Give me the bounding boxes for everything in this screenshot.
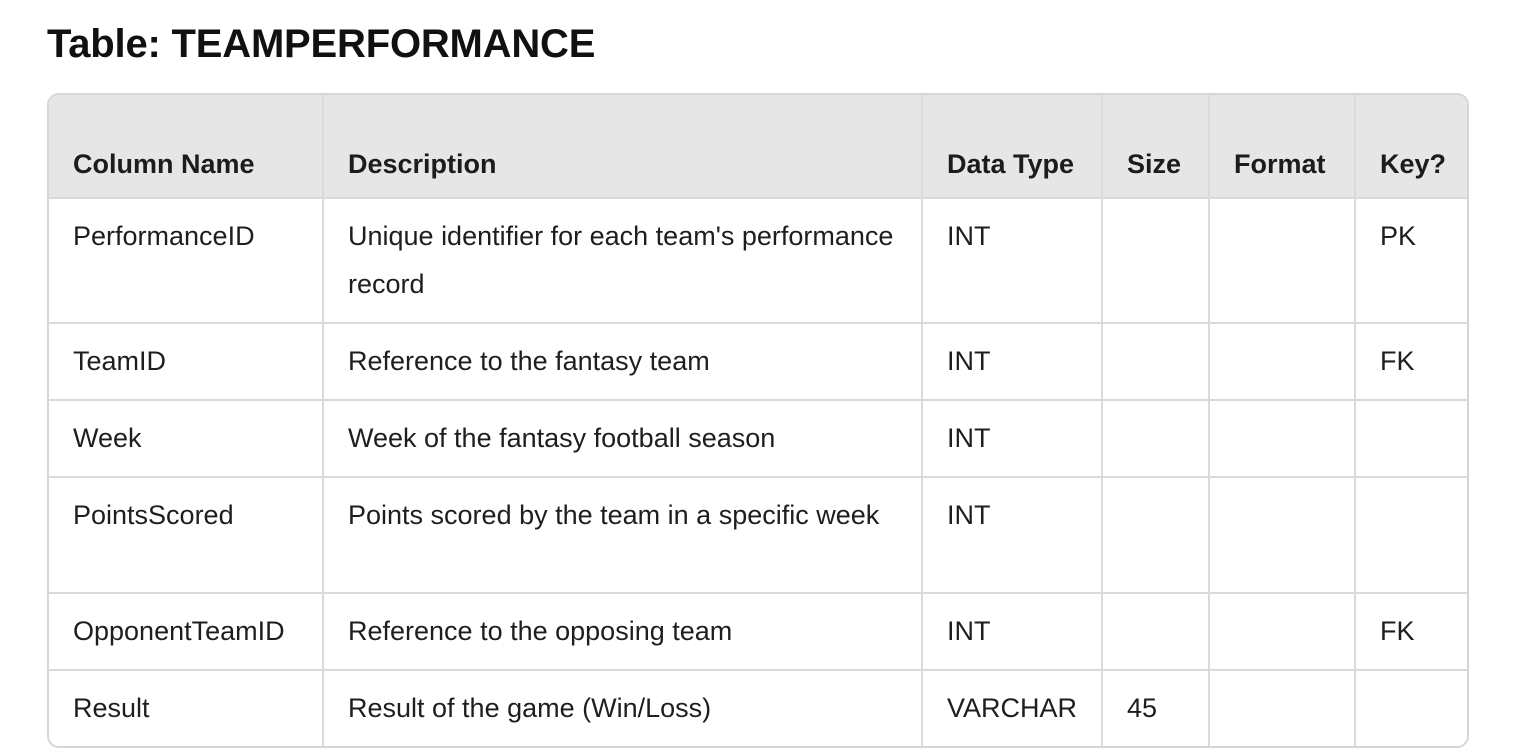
cell-data-type: INT xyxy=(922,477,1103,594)
table-body: PerformanceID Unique identifier for each… xyxy=(49,198,1467,746)
header-size: Size xyxy=(1102,95,1210,199)
cell-format xyxy=(1209,400,1356,478)
cell-column-name: OpponentTeamID xyxy=(49,593,324,671)
table-row: PointsScored Points scored by the team i… xyxy=(49,477,1467,594)
cell-size xyxy=(1102,477,1210,594)
cell-description: Reference to the fantasy team xyxy=(323,323,923,401)
cell-data-type: VARCHAR xyxy=(922,670,1103,746)
cell-column-name: Week xyxy=(49,400,324,478)
cell-size: 45 xyxy=(1102,670,1210,746)
cell-key xyxy=(1355,670,1467,746)
cell-description: Week of the fantasy football season xyxy=(323,400,923,478)
table-row: Result Result of the game (Win/Loss) VAR… xyxy=(49,670,1467,746)
schema-table: Column Name Description Data Type Size F… xyxy=(49,95,1467,746)
table-row: PerformanceID Unique identifier for each… xyxy=(49,198,1467,324)
cell-key: PK xyxy=(1355,198,1467,324)
header-format: Format xyxy=(1209,95,1356,199)
table-row: TeamID Reference to the fantasy team INT… xyxy=(49,323,1467,401)
cell-format xyxy=(1209,477,1356,594)
cell-key xyxy=(1355,477,1467,594)
schema-table-container: Column Name Description Data Type Size F… xyxy=(47,93,1469,748)
cell-size xyxy=(1102,400,1210,478)
cell-data-type: INT xyxy=(922,400,1103,478)
cell-data-type: INT xyxy=(922,198,1103,324)
header-key: Key? xyxy=(1355,95,1467,199)
cell-format xyxy=(1209,593,1356,671)
cell-format xyxy=(1209,198,1356,324)
cell-data-type: INT xyxy=(922,593,1103,671)
cell-column-name: TeamID xyxy=(49,323,324,401)
cell-format xyxy=(1209,323,1356,401)
header-column-name: Column Name xyxy=(49,95,324,199)
cell-data-type: INT xyxy=(922,323,1103,401)
cell-key: FK xyxy=(1355,323,1467,401)
table-row: Week Week of the fantasy football season… xyxy=(49,400,1467,478)
cell-description: Result of the game (Win/Loss) xyxy=(323,670,923,746)
page-title: Table: TEAMPERFORMANCE xyxy=(47,22,596,66)
header-data-type: Data Type xyxy=(922,95,1103,199)
table-header: Column Name Description Data Type Size F… xyxy=(49,95,1467,199)
cell-column-name: PerformanceID xyxy=(49,198,324,324)
table-row: OpponentTeamID Reference to the opposing… xyxy=(49,593,1467,671)
cell-format xyxy=(1209,670,1356,746)
header-description: Description xyxy=(323,95,923,199)
cell-description: Reference to the opposing team xyxy=(323,593,923,671)
cell-description: Unique identifier for each team's perfor… xyxy=(323,198,923,324)
cell-size xyxy=(1102,593,1210,671)
cell-column-name: Result xyxy=(49,670,324,746)
cell-column-name: PointsScored xyxy=(49,477,324,594)
cell-description: Points scored by the team in a specific … xyxy=(323,477,923,594)
cell-key: FK xyxy=(1355,593,1467,671)
cell-key xyxy=(1355,400,1467,478)
cell-size xyxy=(1102,198,1210,324)
header-row: Column Name Description Data Type Size F… xyxy=(49,95,1467,199)
cell-size xyxy=(1102,323,1210,401)
